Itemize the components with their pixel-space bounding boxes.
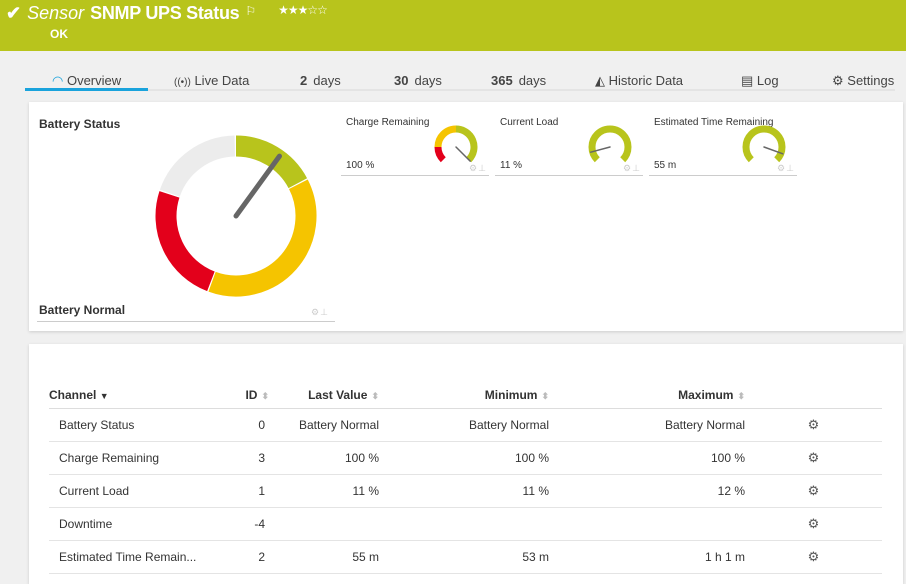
mini-gauge-value: 55 m bbox=[654, 160, 677, 171]
cell: 1 h 1 m bbox=[549, 540, 745, 574]
cell: Charge Remaining bbox=[49, 441, 219, 475]
cell: 0 bbox=[219, 408, 269, 442]
gauge-needle bbox=[455, 146, 471, 162]
tab-settings[interactable]: ⚙ Settings bbox=[832, 73, 895, 88]
tab-365-days[interactable]: 365 days bbox=[491, 73, 547, 88]
mini-gauge bbox=[742, 125, 786, 163]
divider bbox=[341, 175, 489, 176]
channel-settings-icon[interactable]: ⚙ bbox=[745, 441, 882, 475]
divider bbox=[37, 321, 335, 322]
cell bbox=[379, 507, 549, 541]
live-icon: ((•)) bbox=[174, 77, 191, 88]
gauge-segment bbox=[434, 146, 446, 163]
channels-table: Channel ▼ ID ⬍ Last Value ⬍ Minimum ⬍ Maxim… bbox=[49, 383, 882, 574]
mini-gauge-title: Charge Remaining bbox=[346, 117, 430, 128]
tab-log[interactable]: ▤ Log bbox=[741, 73, 779, 88]
status-text: OK bbox=[50, 27, 68, 41]
cell: Current Load bbox=[49, 474, 219, 508]
cell: Downtime bbox=[49, 507, 219, 541]
cell bbox=[549, 507, 745, 541]
table-row[interactable]: Charge Remaining 3 100 % 100 % 100 % ⚙ bbox=[49, 441, 882, 475]
main-gauge-value: Battery Normal bbox=[39, 303, 126, 317]
table-row[interactable]: Downtime -4 ⚙ bbox=[49, 507, 882, 541]
sensor-prefix: Sensor bbox=[27, 3, 85, 23]
cell: 3 bbox=[219, 441, 269, 475]
gauge-tools-icon[interactable]: ⚙⊥ bbox=[777, 163, 795, 173]
channel-settings-icon[interactable]: ⚙ bbox=[745, 540, 882, 574]
cell: 100 % bbox=[269, 441, 379, 475]
cell: Estimated Time Remain... bbox=[49, 540, 219, 574]
log-icon: ▤ bbox=[741, 73, 754, 88]
col-last-value[interactable]: Last Value ⬍ bbox=[269, 383, 379, 409]
gauge-tools-icon[interactable]: ⚙⊥ bbox=[623, 163, 641, 173]
col-minimum[interactable]: Minimum ⬍ bbox=[379, 383, 549, 409]
gear-icon: ⚙ bbox=[832, 73, 844, 88]
cell: 55 m bbox=[269, 540, 379, 574]
mini-gauge bbox=[588, 125, 632, 163]
tab-30-days[interactable]: 30 days bbox=[394, 73, 442, 88]
sensor-header: ✔ Sensor SNMP UPS Status ⚐ ★★★☆☆ OK bbox=[0, 0, 906, 51]
tab-overview[interactable]: ◠ Overview bbox=[52, 73, 122, 88]
cell: Battery Status bbox=[49, 408, 219, 442]
cell: -4 bbox=[219, 507, 269, 541]
gauge-segment bbox=[235, 135, 308, 189]
channel-settings-icon[interactable]: ⚙ bbox=[745, 408, 882, 442]
gauge-needle bbox=[763, 146, 784, 155]
gauge-segment bbox=[159, 135, 236, 198]
cell: 11 % bbox=[379, 474, 549, 508]
gauge-needle bbox=[233, 153, 282, 219]
gauge-tools-icon[interactable]: ⚙⊥ bbox=[469, 163, 487, 173]
gauge-segment bbox=[434, 125, 457, 148]
cell: Battery Normal bbox=[269, 408, 379, 442]
gauge-segment bbox=[588, 125, 632, 163]
tab-bar: ◠ Overview ((•)) Live Data 2 days 30 days … bbox=[0, 51, 906, 92]
cell: 100 % bbox=[549, 441, 745, 475]
mini-gauge-title: Estimated Time Remaining bbox=[654, 117, 774, 128]
flag-icon[interactable]: ⚐ bbox=[245, 3, 257, 18]
gauge-icon: ◠ bbox=[52, 73, 64, 88]
table-row[interactable]: Battery Status 0 Battery Normal Battery Nor… bbox=[49, 408, 882, 442]
table-row[interactable]: Current Load 1 11 % 11 % 12 % ⚙ bbox=[49, 474, 882, 508]
cell: 12 % bbox=[549, 474, 745, 508]
priority-stars[interactable]: ★★★☆☆ bbox=[278, 2, 328, 17]
gauge-segment bbox=[742, 125, 786, 163]
channel-settings-icon[interactable]: ⚙ bbox=[745, 474, 882, 508]
gauge-segment bbox=[155, 191, 216, 292]
col-maximum[interactable]: Maximum ⬍ bbox=[549, 383, 745, 409]
gauge-tools-icon[interactable]: ⚙⊥ bbox=[311, 307, 329, 317]
main-gauge-title: Battery Status bbox=[39, 117, 121, 131]
cell: 100 % bbox=[379, 441, 549, 475]
cell: 1 bbox=[219, 474, 269, 508]
tab-2-days[interactable]: 2 days bbox=[300, 73, 341, 88]
chart-icon: ◭ bbox=[595, 73, 605, 88]
cell bbox=[269, 507, 379, 541]
cell: 11 % bbox=[269, 474, 379, 508]
mini-gauge-title: Current Load bbox=[500, 117, 559, 128]
gauge-needle bbox=[589, 146, 611, 153]
sensor-title: SNMP UPS Status bbox=[90, 3, 240, 23]
divider bbox=[495, 175, 643, 176]
active-tab-indicator bbox=[25, 88, 148, 91]
tab-historic-data[interactable]: ◭ Historic Data bbox=[595, 73, 684, 88]
channel-settings-icon[interactable]: ⚙ bbox=[745, 507, 882, 541]
cell: 2 bbox=[219, 540, 269, 574]
mini-gauge bbox=[434, 125, 478, 163]
col-channel[interactable]: Channel ▼ bbox=[49, 383, 219, 409]
divider bbox=[649, 175, 797, 176]
mini-gauge-value: 11 % bbox=[500, 160, 523, 171]
cell: 53 m bbox=[379, 540, 549, 574]
mini-gauge-value: 100 % bbox=[346, 160, 375, 171]
tab-divider bbox=[25, 89, 895, 91]
check-icon: ✔ bbox=[6, 3, 22, 23]
gauges-panel: Battery Status Battery Normal ⚙⊥ Charge … bbox=[29, 102, 903, 331]
cell: Battery Normal bbox=[379, 408, 549, 442]
col-id[interactable]: ID ⬍ bbox=[219, 383, 269, 409]
main-gauge bbox=[155, 135, 317, 297]
cell: Battery Normal bbox=[549, 408, 745, 442]
gauge-segment bbox=[455, 125, 478, 163]
tab-live-data[interactable]: ((•)) Live Data bbox=[174, 73, 250, 88]
gauge-segment bbox=[208, 179, 317, 297]
